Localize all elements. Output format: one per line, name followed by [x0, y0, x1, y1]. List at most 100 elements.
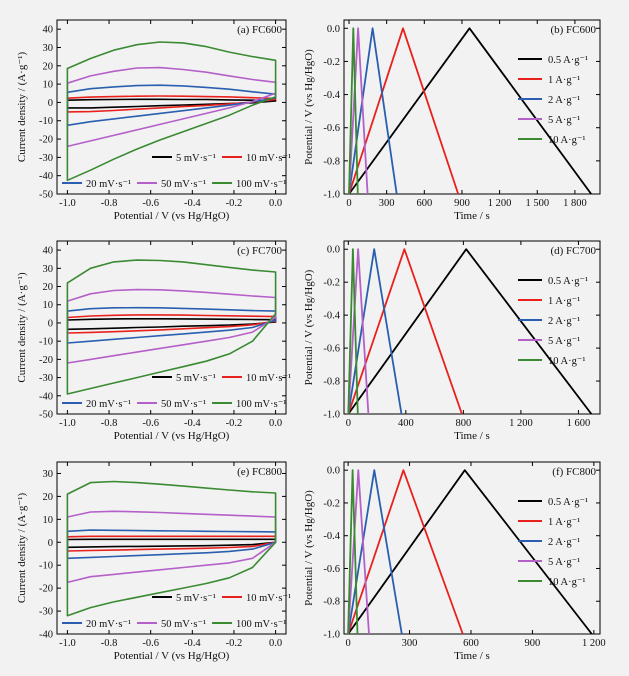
legend-label: 2 A·g⁻¹ [548, 95, 580, 106]
x-tick-label: -1.0 [59, 638, 76, 649]
plot-frame [56, 19, 287, 195]
panel-title: (f) FC800 [552, 466, 596, 478]
x-tick-label: 1 200 [582, 638, 606, 649]
legend-label: 100 mV·s⁻¹ [236, 619, 286, 630]
y-tick-label: -0.2 [323, 278, 340, 289]
y-tick-label: -30 [39, 607, 53, 618]
x-axis-label: Time / s [454, 430, 490, 442]
y-axis-label: Potential / V (vs Hg/HgO) [303, 269, 315, 385]
legend-label: 10 mV·s⁻¹ [246, 153, 291, 164]
y-axis-label: Current density / (A·g⁻¹) [16, 493, 28, 604]
x-tick-label: -1.0 [59, 198, 76, 209]
y-tick-label: -50 [39, 410, 53, 421]
y-tick-label: -10 [39, 116, 53, 127]
gcd-curve-1 [347, 248, 593, 415]
gcd-curve-5 [347, 469, 359, 635]
x-tick-label: 1 600 [567, 418, 591, 429]
y-axis-label: Potential / V (vs Hg/HgO) [303, 490, 315, 606]
legend-label: 10 A·g⁻¹ [548, 577, 586, 588]
y-tick-label: -0.2 [323, 498, 340, 509]
gcd-curve-2 [347, 248, 463, 415]
legend-label: 20 mV·s⁻¹ [86, 179, 131, 190]
panel-title: (a) FC600 [237, 24, 282, 36]
legend-label: 20 mV·s⁻¹ [86, 399, 131, 410]
x-tick-label: -0.6 [142, 638, 159, 649]
legend-label: 5 mV·s⁻¹ [176, 593, 216, 604]
legend-label: 10 mV·s⁻¹ [246, 373, 291, 384]
x-axis-label: Potential / V (vs Hg/HgO) [114, 210, 230, 222]
plot-frame [343, 240, 601, 415]
x-tick-label: -0.8 [101, 638, 118, 649]
y-tick-label: 0.0 [327, 466, 340, 477]
gcd-curve-1 [347, 469, 593, 635]
legend-label: 50 mV·s⁻¹ [161, 399, 206, 410]
x-tick-label: -0.6 [142, 418, 159, 429]
gcd-curve-5 [348, 27, 359, 195]
y-tick-label: 40 [43, 246, 54, 257]
gcd-curve-4 [347, 248, 370, 415]
y-tick-label: -20 [39, 355, 53, 366]
legend-label: 5 mV·s⁻¹ [176, 153, 216, 164]
legend: 5 mV·s⁻¹ 10 mV·s⁻¹ 20 mV·s⁻¹ 50 mV·s⁻¹ 100 m… [62, 593, 291, 630]
plot-frame [56, 461, 287, 635]
x-tick-label: 300 [379, 198, 395, 209]
y-tick-label: 20 [43, 282, 54, 293]
x-tick-label: -0.6 [142, 198, 159, 209]
gcd-curve-3 [347, 469, 403, 635]
legend: 0.5 A·g⁻¹ 1 A·g⁻¹ 2 A·g⁻¹ 5 A·g⁻¹ 10 A·g⁻¹ [518, 497, 588, 588]
legend-label: 5 mV·s⁻¹ [176, 373, 216, 384]
legend: 0.5 A·g⁻¹ 1 A·g⁻¹ 2 A·g⁻¹ 5 A·g⁻¹ 10 A·g⁻¹ [518, 55, 588, 146]
x-tick-label: 0.0 [269, 418, 282, 429]
cv-curve-5 [66, 41, 277, 182]
legend-label: 0.5 A·g⁻¹ [548, 55, 588, 66]
series-group [347, 469, 593, 635]
y-tick-label: -20 [39, 135, 53, 146]
legend-label: 0.5 A·g⁻¹ [548, 276, 588, 287]
legend-label: 2 A·g⁻¹ [548, 537, 580, 548]
x-tick-label: 1 800 [563, 198, 587, 209]
gcd-curve-4 [348, 27, 369, 195]
x-tick-label: 1 500 [525, 198, 549, 209]
x-axis-label: Potential / V (vs Hg/HgO) [114, 430, 230, 442]
x-tick-label: -0.2 [226, 418, 243, 429]
series-group [66, 480, 277, 617]
y-tick-label: 20 [43, 61, 54, 72]
legend-label: 20 mV·s⁻¹ [86, 619, 131, 630]
x-tick-label: -0.8 [101, 198, 118, 209]
cv-curve-4 [66, 288, 277, 364]
x-tick-label: 0 [345, 638, 350, 649]
legend-label: 100 mV·s⁻¹ [236, 179, 286, 190]
legend-label: 0.5 A·g⁻¹ [548, 497, 588, 508]
y-tick-label: 10 [43, 300, 54, 311]
plot-frame [343, 19, 601, 195]
series-group [66, 259, 277, 395]
panel-e: -1.0 -0.8 -0.6 -0.4 -0.2 0.0 -40 -30 -20 -10 0 10 20… [16, 461, 291, 662]
y-tick-label: -0.6 [323, 344, 340, 355]
x-tick-label: 1 200 [509, 418, 533, 429]
legend-label: 50 mV·s⁻¹ [161, 179, 206, 190]
panel-c: -1.0 -0.8 -0.6 -0.4 -0.2 0.0 -50 -40 -30 -20 -10 0 1… [16, 240, 291, 442]
panel-b: 0 300 600 900 1 200 1 500 1 800 -1.0 -0.8 -0.6 -0.… [303, 19, 601, 222]
x-tick-label: 300 [402, 638, 418, 649]
legend-label: 5 A·g⁻¹ [548, 336, 580, 347]
x-axis-label: Time / s [454, 650, 490, 662]
x-tick-label: -0.2 [226, 638, 243, 649]
legend: 5 mV·s⁻¹ 10 mV·s⁻¹ 20 mV·s⁻¹ 50 mV·s⁻¹ 100 m… [62, 373, 291, 410]
legend-label: 2 A·g⁻¹ [548, 316, 580, 327]
legend: 0.5 A·g⁻¹ 1 A·g⁻¹ 2 A·g⁻¹ 5 A·g⁻¹ 10 A·g⁻¹ [518, 276, 588, 367]
y-tick-label: -0.4 [323, 531, 340, 542]
gcd-curve-5 [347, 248, 359, 415]
legend-label: 1 A·g⁻¹ [548, 75, 580, 86]
legend-label: 5 A·g⁻¹ [548, 557, 580, 568]
y-tick-label: -1.0 [323, 190, 340, 201]
y-axis-label: Current density / (A·g⁻¹) [16, 272, 28, 383]
legend: 5 mV·s⁻¹ 10 mV·s⁻¹ 20 mV·s⁻¹ 50 mV·s⁻¹ 100 m… [62, 153, 291, 190]
x-tick-label: 900 [454, 198, 470, 209]
y-tick-label: -40 [39, 171, 53, 182]
y-tick-label: -40 [39, 391, 53, 402]
y-tick-label: -0.4 [323, 311, 340, 322]
x-axis-label: Time / s [454, 210, 490, 222]
y-tick-label: -30 [39, 373, 53, 384]
y-tick-label: -0.6 [323, 123, 340, 134]
y-tick-label: -0.8 [323, 377, 340, 388]
